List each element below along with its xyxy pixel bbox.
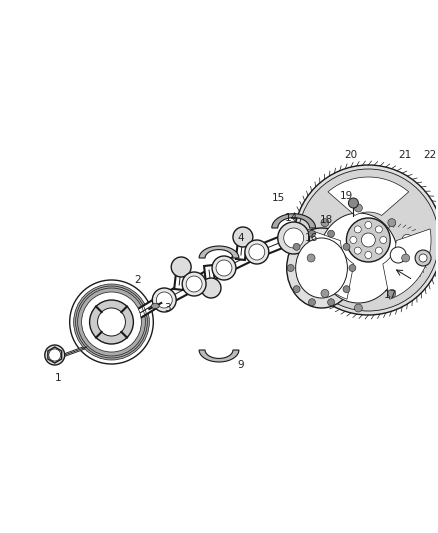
Ellipse shape [151, 303, 159, 309]
Ellipse shape [380, 237, 387, 244]
Ellipse shape [74, 284, 149, 360]
Ellipse shape [348, 198, 358, 208]
Ellipse shape [388, 289, 396, 297]
Ellipse shape [390, 247, 406, 263]
Ellipse shape [384, 265, 394, 276]
Ellipse shape [365, 222, 372, 229]
Ellipse shape [354, 226, 361, 233]
Ellipse shape [349, 264, 356, 271]
Ellipse shape [419, 254, 427, 262]
Ellipse shape [293, 286, 300, 293]
Ellipse shape [293, 244, 300, 251]
Ellipse shape [298, 169, 438, 311]
Ellipse shape [307, 254, 315, 262]
Ellipse shape [296, 238, 347, 298]
Ellipse shape [318, 213, 398, 303]
Ellipse shape [343, 286, 350, 293]
Text: 3: 3 [164, 303, 170, 313]
Ellipse shape [216, 260, 232, 276]
Text: 21: 21 [399, 150, 412, 160]
Text: 16: 16 [305, 233, 318, 243]
Ellipse shape [411, 250, 421, 260]
Ellipse shape [402, 265, 412, 276]
Ellipse shape [328, 230, 335, 237]
Polygon shape [306, 229, 354, 299]
Polygon shape [328, 177, 409, 215]
Text: 22: 22 [424, 150, 437, 160]
Ellipse shape [156, 292, 172, 308]
Ellipse shape [354, 204, 362, 212]
Ellipse shape [287, 228, 357, 308]
Text: 1: 1 [54, 373, 61, 383]
Ellipse shape [350, 237, 357, 244]
Ellipse shape [365, 252, 372, 259]
Ellipse shape [384, 235, 394, 245]
Ellipse shape [249, 244, 265, 260]
Text: 15: 15 [272, 193, 286, 203]
Polygon shape [383, 229, 431, 299]
Text: 19: 19 [340, 191, 353, 201]
Ellipse shape [90, 300, 134, 344]
Polygon shape [199, 350, 239, 362]
Ellipse shape [375, 226, 382, 233]
Ellipse shape [343, 244, 350, 251]
Polygon shape [48, 347, 62, 363]
Text: 20: 20 [344, 150, 357, 160]
Ellipse shape [375, 250, 385, 260]
Ellipse shape [278, 222, 310, 254]
Polygon shape [199, 246, 239, 258]
Ellipse shape [388, 219, 396, 227]
Ellipse shape [321, 219, 329, 227]
Ellipse shape [293, 165, 438, 315]
Ellipse shape [45, 345, 65, 365]
Ellipse shape [98, 308, 125, 336]
Text: 2: 2 [134, 275, 141, 285]
Ellipse shape [182, 272, 206, 296]
Text: 18: 18 [320, 215, 333, 225]
Ellipse shape [287, 264, 294, 271]
Ellipse shape [171, 257, 191, 277]
Ellipse shape [212, 256, 236, 280]
Ellipse shape [49, 349, 61, 361]
Text: 17: 17 [384, 290, 397, 300]
Ellipse shape [415, 250, 431, 266]
Ellipse shape [308, 230, 315, 237]
Text: 14: 14 [285, 213, 298, 223]
Ellipse shape [354, 247, 361, 254]
Ellipse shape [245, 240, 269, 264]
Ellipse shape [346, 218, 390, 262]
Ellipse shape [402, 254, 410, 262]
Ellipse shape [233, 227, 253, 247]
Polygon shape [272, 214, 315, 228]
Ellipse shape [402, 235, 412, 245]
Ellipse shape [370, 227, 426, 283]
Ellipse shape [81, 292, 141, 352]
Ellipse shape [328, 298, 335, 306]
Ellipse shape [321, 289, 329, 297]
Ellipse shape [186, 276, 202, 292]
Ellipse shape [308, 298, 315, 306]
Ellipse shape [354, 304, 362, 312]
Ellipse shape [201, 278, 221, 298]
Ellipse shape [152, 288, 176, 312]
Ellipse shape [375, 247, 382, 254]
Polygon shape [304, 212, 423, 307]
Ellipse shape [284, 228, 304, 248]
Text: 4: 4 [237, 233, 244, 243]
Ellipse shape [70, 280, 153, 364]
Text: 9: 9 [237, 360, 244, 370]
Ellipse shape [361, 233, 375, 247]
